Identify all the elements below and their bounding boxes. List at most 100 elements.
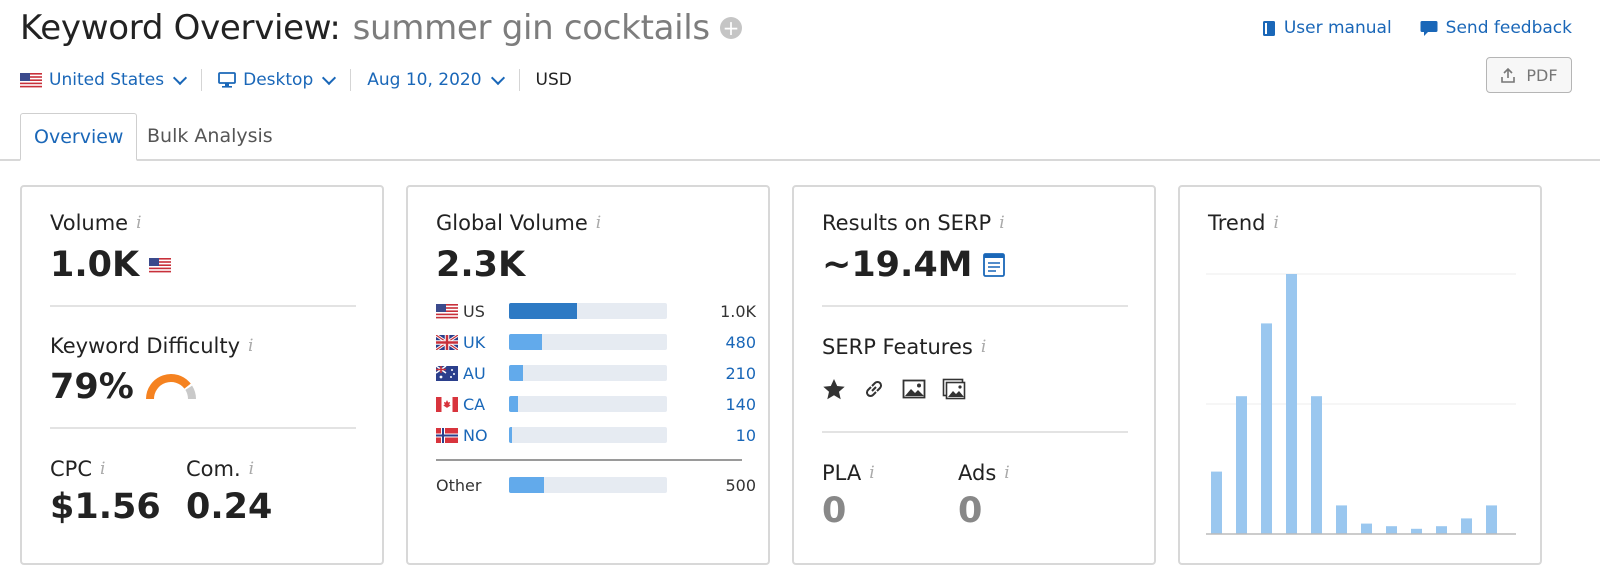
other-volume: 500 xyxy=(725,475,756,495)
send-feedback-link[interactable]: Send feedback xyxy=(1420,18,1572,38)
date-label: Aug 10, 2020 xyxy=(367,70,482,90)
country-label: United States xyxy=(49,70,165,90)
device-label: Desktop xyxy=(243,70,314,90)
kd-value: 79% xyxy=(50,367,134,407)
pla-label-row: PLA i xyxy=(822,461,875,485)
device-selector[interactable]: Desktop xyxy=(218,70,350,90)
image-pack-icon[interactable] xyxy=(942,378,966,400)
info-icon[interactable]: i xyxy=(100,459,106,479)
trend-bar[interactable] xyxy=(1486,505,1497,534)
ads-value: 0 xyxy=(958,491,983,531)
star-icon[interactable] xyxy=(822,378,846,401)
serp-snapshot-icon[interactable] xyxy=(982,253,1005,277)
volume-bar xyxy=(509,427,667,443)
com-label-row: Com. i xyxy=(186,457,254,481)
country-row-ca[interactable]: CA 140 xyxy=(436,393,756,415)
tab-bar: Overview Bulk Analysis xyxy=(0,113,1600,161)
volume-value-row: 1.0K xyxy=(50,245,172,285)
volume-bar xyxy=(509,334,667,350)
divider xyxy=(822,431,1128,433)
volume-bar-fill xyxy=(509,396,519,412)
user-manual-link[interactable]: User manual xyxy=(1262,18,1392,38)
send-feedback-label: Send feedback xyxy=(1445,18,1572,38)
trend-bar[interactable] xyxy=(1261,323,1272,534)
volume-value: 1.0K xyxy=(50,245,140,285)
add-keyword-icon[interactable]: + xyxy=(719,17,742,39)
chevron-down-icon xyxy=(173,70,188,85)
trend-bar[interactable] xyxy=(1461,518,1472,534)
volume-bar xyxy=(509,396,667,412)
trend-bar[interactable] xyxy=(1236,396,1247,534)
pdf-export-button[interactable]: PDF xyxy=(1486,57,1572,93)
divider xyxy=(201,69,203,91)
results-label: Results on SERP xyxy=(822,211,992,235)
country-code: US xyxy=(463,301,485,321)
trend-bar[interactable] xyxy=(1411,528,1422,534)
trend-card: Trend i xyxy=(1178,185,1542,565)
country-volume: 210 xyxy=(725,363,756,383)
country-row-uk[interactable]: UK 480 xyxy=(436,331,756,353)
volume-bar-fill xyxy=(509,334,543,350)
volume-bar-fill xyxy=(509,477,544,493)
com-label: Com. xyxy=(186,457,241,481)
divider xyxy=(50,305,356,307)
volume-bar xyxy=(509,477,667,493)
country-row-other: Other 500 xyxy=(436,474,756,496)
currency-label: USD xyxy=(535,70,572,90)
info-icon[interactable]: i xyxy=(869,463,875,483)
country-row-au[interactable]: AU 210 xyxy=(436,362,756,384)
difficulty-gauge-icon xyxy=(145,374,196,400)
uk-flag-icon xyxy=(436,334,458,350)
trend-chart xyxy=(1206,273,1516,535)
image-icon[interactable] xyxy=(902,378,926,400)
volume-bar-fill xyxy=(509,365,524,381)
cpc-value: $1.56 xyxy=(50,487,161,527)
trend-bar[interactable] xyxy=(1361,523,1372,534)
trend-bar[interactable] xyxy=(1286,274,1297,534)
trend-bar[interactable] xyxy=(1336,505,1347,534)
global-volume-value: 2.3K xyxy=(436,245,526,285)
link-icon[interactable] xyxy=(862,377,886,401)
info-icon[interactable]: i xyxy=(1004,463,1010,483)
volume-label-row: Volume i xyxy=(50,211,142,235)
info-icon[interactable]: i xyxy=(980,337,987,357)
volume-bar xyxy=(509,303,667,319)
tab-bulk-analysis[interactable]: Bulk Analysis xyxy=(147,125,273,147)
global-volume-label-row: Global Volume i xyxy=(436,211,601,235)
user-manual-label: User manual xyxy=(1283,18,1392,38)
country-row-us[interactable]: US 1.0K xyxy=(436,300,756,322)
chevron-down-icon xyxy=(490,70,505,85)
divider xyxy=(518,69,520,91)
com-value: 0.24 xyxy=(186,487,273,527)
info-icon[interactable]: i xyxy=(136,213,142,233)
trend-bar[interactable] xyxy=(1436,526,1447,534)
au-flag-icon xyxy=(436,365,458,381)
page-title: Keyword Overview: summer gin cocktails + xyxy=(20,8,742,48)
volume-bar-fill xyxy=(509,427,513,443)
kd-label: Keyword Difficulty xyxy=(50,334,241,358)
country-volume: 10 xyxy=(735,425,756,445)
trend-bar[interactable] xyxy=(1311,396,1322,534)
info-icon[interactable]: i xyxy=(248,336,254,356)
upload-icon xyxy=(1501,67,1516,83)
tab-overview[interactable]: Overview xyxy=(20,113,138,161)
info-icon[interactable]: i xyxy=(1273,213,1279,233)
features-label-row: SERP Features i xyxy=(822,335,986,359)
info-icon[interactable]: i xyxy=(999,213,1005,233)
country-selector[interactable]: United States xyxy=(20,70,201,90)
trend-bar[interactable] xyxy=(1386,526,1397,534)
date-selector[interactable]: Aug 10, 2020 xyxy=(367,70,518,90)
country-code: NO xyxy=(463,425,488,445)
trend-bar[interactable] xyxy=(1211,471,1222,534)
trend-label-row: Trend i xyxy=(1208,211,1279,235)
desktop-icon xyxy=(218,72,237,88)
info-icon[interactable]: i xyxy=(248,459,255,479)
country-row-no[interactable]: NO 10 xyxy=(436,424,756,446)
kd-label-row: Keyword Difficulty i xyxy=(50,334,253,358)
info-icon[interactable]: i xyxy=(595,213,602,233)
us-flag-icon xyxy=(149,257,172,273)
country-code: CA xyxy=(463,394,486,414)
divider xyxy=(436,459,742,461)
serp-features-list xyxy=(822,377,966,401)
volume-bar-fill xyxy=(509,303,577,319)
